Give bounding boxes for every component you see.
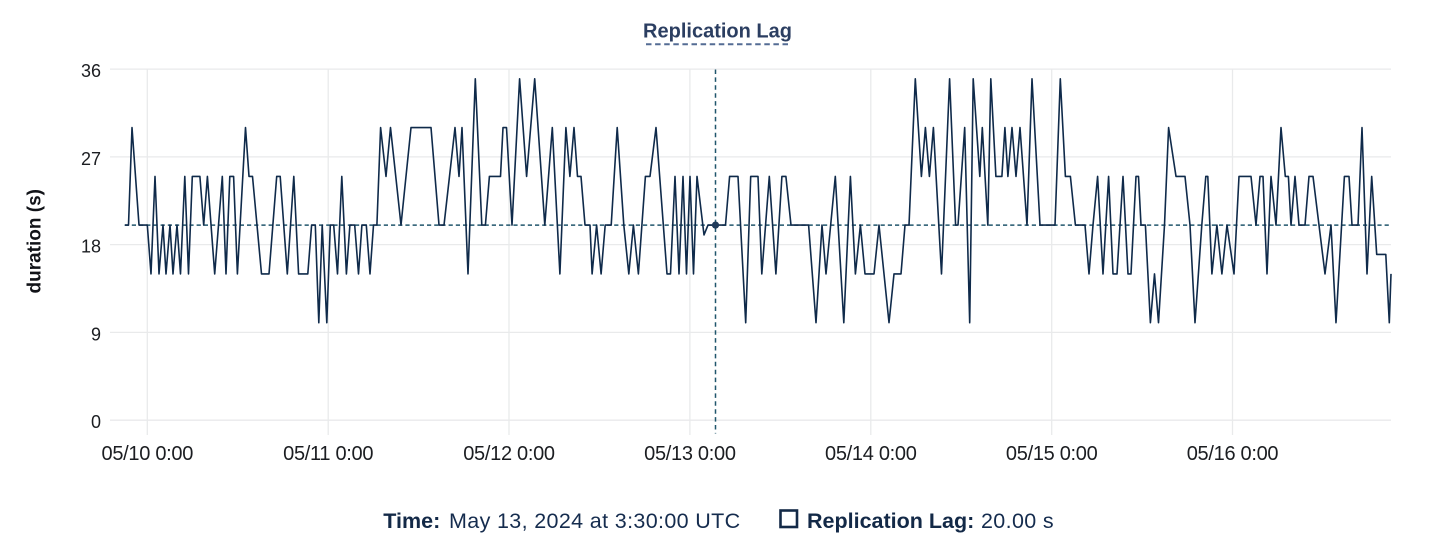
svg-text:Replication Lag:: Replication Lag: bbox=[807, 509, 974, 533]
svg-text:18: 18 bbox=[81, 237, 101, 257]
svg-text:05/12 0:00: 05/12 0:00 bbox=[463, 443, 555, 465]
svg-text:05/14 0:00: 05/14 0:00 bbox=[825, 443, 917, 465]
svg-text:9: 9 bbox=[91, 324, 101, 344]
svg-text:0: 0 bbox=[91, 412, 101, 432]
svg-text:05/16 0:00: 05/16 0:00 bbox=[1187, 443, 1279, 465]
svg-text:Replication Lag: Replication Lag bbox=[643, 21, 792, 43]
svg-text:Time:: Time: bbox=[383, 509, 440, 533]
svg-text:36: 36 bbox=[81, 61, 101, 81]
svg-text:duration (s): duration (s) bbox=[25, 189, 46, 294]
svg-text:05/15 0:00: 05/15 0:00 bbox=[1006, 443, 1098, 465]
svg-text:27: 27 bbox=[81, 149, 101, 169]
svg-text:05/13 0:00: 05/13 0:00 bbox=[644, 443, 736, 465]
svg-text:May 13, 2024 at 3:30:00 UTC: May 13, 2024 at 3:30:00 UTC bbox=[449, 509, 741, 533]
svg-text:05/10 0:00: 05/10 0:00 bbox=[102, 443, 194, 465]
svg-text:20.00 s: 20.00 s bbox=[981, 509, 1054, 533]
svg-text:05/11 0:00: 05/11 0:00 bbox=[283, 443, 373, 465]
